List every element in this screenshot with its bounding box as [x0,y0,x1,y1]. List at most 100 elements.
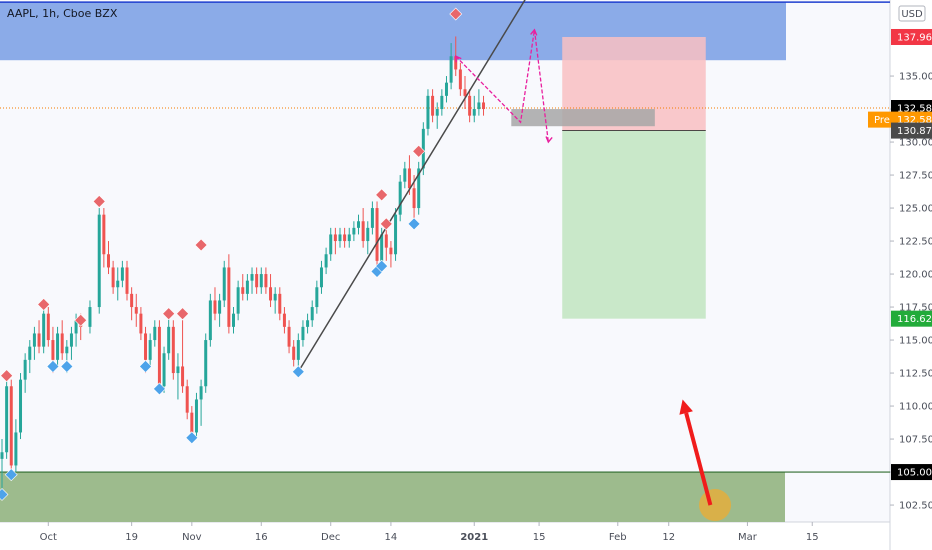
candle-body [111,267,115,288]
buy-signal-marker [60,360,74,373]
candle-body [352,227,356,235]
price-tick-label: 110.00 [899,402,932,413]
candle-body [23,359,27,380]
candle-body [218,300,222,314]
time-tick-label: 12 [662,532,675,543]
candle-body [194,399,198,433]
candle-body [310,307,314,321]
candle-body [440,95,444,110]
plot-background [0,0,890,522]
candle-body [245,280,249,294]
candle-body [19,379,23,433]
currency-button-box [898,5,926,22]
candle-body [482,102,486,110]
take-profit-zone [562,130,706,319]
price-tick-label: 122.50 [899,237,932,248]
price-tick-label: 112.50 [899,369,932,380]
price-tag-label: 132.58 [897,104,932,115]
time-tick-label: Feb [609,532,627,543]
candle-body [139,313,143,334]
candle-body [394,214,398,255]
buy-signal-marker [139,360,152,373]
candle-body [259,274,263,288]
currency-button[interactable]: USD [898,5,926,22]
time-axis[interactable]: Oct 19 Nov 16 Dec 14 2021 15 Feb 12 Mar 15 [40,522,819,543]
time-tick-label: 2021 [460,532,488,543]
sell-signal-marker [379,217,393,231]
trendline [297,0,526,373]
time-tick-label: 14 [385,532,398,543]
sell-signal-marker [449,7,463,21]
time-tick-label: Nov [182,532,202,543]
sell-signal-marker [412,144,426,158]
buy-signal-marker [4,468,18,482]
sell-signal-marker [92,195,106,208]
time-tick-label: 19 [125,532,138,543]
candle-body [306,320,310,327]
projection-path [455,29,549,143]
candle-body [380,234,384,261]
time-tick-label: Dec [321,532,340,543]
price-tick-label: 120.00 [899,270,932,281]
candle-body [315,287,319,308]
price-tag-box [891,28,932,45]
candle-body [199,386,203,400]
candle-body [366,227,370,242]
price-tick-label: 102.50 [899,501,932,512]
time-tick-label: 16 [255,532,268,543]
candle-body [144,333,148,360]
candle-body [232,313,235,327]
candle-body [292,346,296,360]
sell-signal-marker [37,297,51,311]
zones-layer [0,1,890,522]
time-tick-label: Oct [40,532,57,543]
red-arrow-shaft [684,412,713,506]
price-tick-label: 117.50 [899,303,932,314]
candle-body [37,333,41,347]
candle-body [162,353,166,387]
candle-body [319,267,323,288]
candle-body [264,274,268,288]
candle-body [333,234,337,242]
price-tag-label: 105.00 [897,468,932,479]
candle-body [102,214,106,255]
candle-body [42,313,46,347]
time-tick-label: Mar [738,532,758,543]
time-axis-background [0,522,932,550]
candle-body [458,69,462,90]
projection-arrowhead-up [530,28,538,36]
price-tick-label: 125.00 [899,204,932,215]
buy-signal-marker [185,431,199,445]
candle-body [398,181,402,215]
candle-body [370,208,374,228]
projection-arrowhead-start [454,55,462,63]
time-tick-label: 15 [533,532,546,543]
buy-signal-marker [407,217,421,231]
price-tag-box [891,310,932,327]
candle-body [347,234,351,242]
sell-signal-marker [0,369,14,383]
candle-body [14,432,18,466]
price-tag-prefix-box [868,111,891,128]
candle-body [412,188,416,209]
candle-body [431,95,435,116]
candle-body [343,234,347,242]
candle-body [472,109,476,116]
candle-body [454,56,458,70]
candle-body [250,274,254,281]
price-axis[interactable]: 102.50 105.00 107.50 110.00 112.50 115.00 117.… [890,72,932,512]
candle-body [421,128,425,169]
price-tag-box [891,464,932,481]
candle-body [60,333,64,354]
candle-body [222,267,226,301]
candle-body [5,386,9,453]
candle-body [208,300,212,341]
candle-body [97,214,101,308]
candle-body [9,386,13,466]
candle-body [273,293,277,301]
entry-box [511,109,655,127]
chart-title: AAPL, 1h, Cboe BZX [7,7,118,20]
